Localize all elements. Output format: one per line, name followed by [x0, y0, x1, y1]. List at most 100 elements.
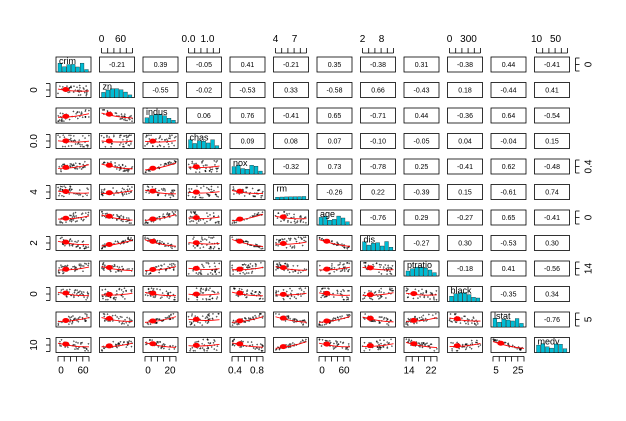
corr-value: -0.21	[283, 62, 299, 69]
scatter-point	[303, 290, 305, 293]
scatter-point	[113, 134, 115, 137]
scatter-point	[74, 348, 76, 351]
scatter-point	[192, 210, 195, 213]
corr-value: -0.41	[544, 215, 560, 222]
scatter-point	[339, 292, 342, 295]
scatter-point	[162, 213, 165, 216]
scatter-point	[174, 264, 176, 266]
scatter-point	[507, 343, 509, 345]
scatter-point	[130, 345, 133, 348]
scatter-point	[113, 194, 115, 196]
scatter-point	[123, 341, 125, 343]
scatter-point	[170, 246, 172, 248]
scatter-point	[146, 294, 149, 297]
scatter-point	[458, 347, 461, 350]
scatter-point	[104, 292, 107, 295]
scatter-point	[318, 339, 321, 341]
scatter-point	[126, 268, 129, 271]
scatter-point	[251, 290, 254, 292]
scatter-point	[102, 263, 104, 265]
scatter-point	[336, 341, 339, 343]
scatter-point	[426, 342, 428, 345]
scatter-point	[258, 348, 260, 351]
scatter-point	[115, 296, 117, 299]
scatter-point	[216, 296, 219, 298]
scatter-point	[202, 246, 205, 248]
scatter-point	[253, 245, 255, 248]
scatter-point	[128, 319, 131, 321]
corr-panel	[186, 107, 222, 124]
corr-panel	[447, 260, 483, 277]
hist-bar	[475, 297, 481, 302]
scatter-point	[124, 115, 126, 118]
scatter-point	[191, 216, 193, 218]
scatter-point	[63, 185, 66, 188]
scatter-point	[193, 236, 195, 239]
scatter-point	[389, 272, 392, 275]
density-blob	[236, 266, 244, 272]
scatter-point	[85, 298, 88, 301]
scatter-point	[71, 240, 73, 242]
scatter-point	[123, 118, 125, 121]
scatter-point	[86, 194, 88, 197]
scatter-point	[193, 211, 196, 214]
scatter-point	[205, 289, 208, 291]
scatter-point	[211, 273, 214, 276]
scatter-panel	[55, 107, 92, 124]
scatter-point	[215, 193, 217, 196]
hist-bar	[492, 317, 497, 328]
scatter-point	[290, 292, 292, 295]
scatter-point	[374, 320, 376, 323]
scatter-point	[170, 161, 172, 164]
scatter-point	[375, 262, 378, 265]
scatter-point	[72, 219, 75, 221]
density-blob	[366, 292, 374, 298]
scatter-point	[433, 349, 436, 352]
hist-bar	[410, 268, 415, 277]
scatter-point	[103, 108, 105, 111]
scatter-point	[131, 186, 133, 188]
scatter-point	[336, 242, 339, 244]
corr-panel	[490, 209, 527, 226]
scatter-point	[215, 349, 218, 352]
scatter-panel	[99, 235, 135, 251]
scatter-point	[342, 263, 344, 266]
scatter-point	[166, 295, 169, 298]
scatter-point	[409, 341, 412, 343]
scatter-point	[417, 297, 419, 300]
scatter-point	[162, 187, 165, 190]
scatter-point	[215, 297, 218, 300]
left-tick-label: 4	[29, 189, 40, 195]
scatter-point	[332, 296, 335, 298]
scatter-point	[147, 142, 149, 144]
scatter-point	[152, 145, 154, 148]
hist-bar	[110, 88, 115, 98]
scatter-panel	[99, 260, 135, 277]
scatter-point	[333, 347, 336, 349]
scatter-point	[318, 237, 321, 239]
smooth-line	[318, 239, 351, 247]
scatter-point	[64, 265, 67, 267]
scatter-point	[167, 316, 169, 319]
smooth-line	[275, 241, 307, 245]
scatter-point	[495, 340, 497, 342]
scatter-point	[278, 348, 281, 351]
corr-panel	[273, 56, 309, 73]
scatter-point	[128, 192, 130, 195]
smooth-line	[405, 342, 438, 348]
scatter-point	[73, 289, 76, 292]
scatter-point	[320, 345, 323, 347]
scatter-point	[215, 273, 218, 276]
scatter-point	[341, 268, 344, 271]
smooth-line	[101, 190, 133, 195]
var-label-zn: zn	[103, 82, 113, 92]
scatter-point	[199, 290, 202, 293]
scatter-point	[207, 314, 209, 317]
scatter-point	[124, 165, 127, 168]
scatter-point	[68, 118, 71, 121]
scatter-point	[119, 340, 122, 343]
scatter-point	[163, 188, 166, 191]
scatter-point	[370, 290, 372, 293]
scatter-point	[158, 318, 161, 321]
scatter-point	[421, 318, 424, 321]
